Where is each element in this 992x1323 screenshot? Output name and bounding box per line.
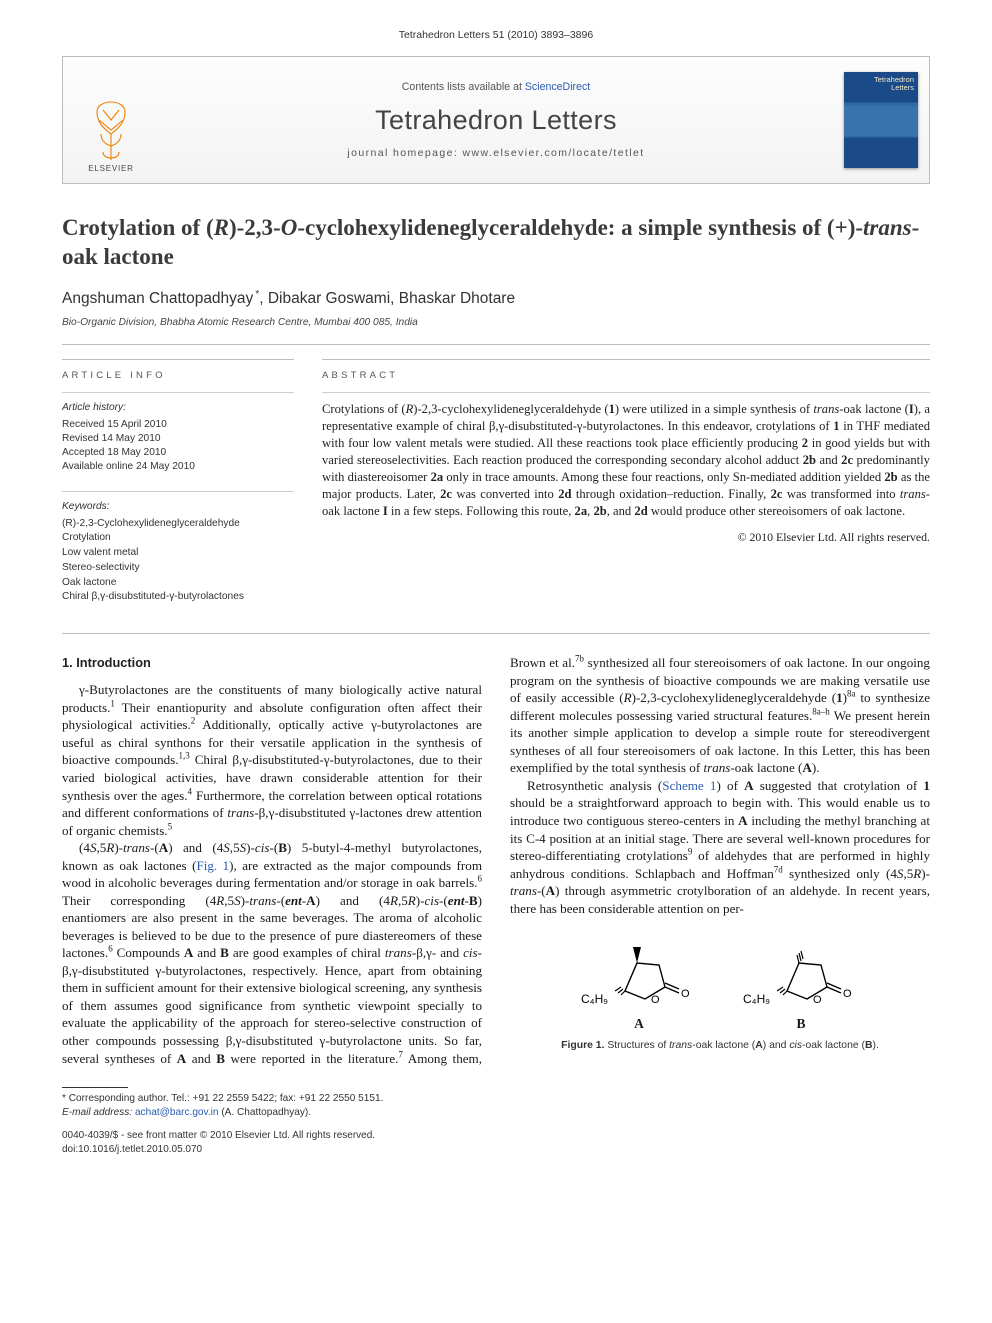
- mol-B-label: B: [796, 1015, 805, 1033]
- keywords-head: Keywords:: [62, 500, 294, 515]
- article-info-panel: ARTICLE INFO Article history: Received 1…: [62, 359, 294, 622]
- intro-para-3: Retrosynthetic analysis (Scheme 1) of A …: [510, 777, 930, 917]
- elsevier-tree-icon: [83, 100, 139, 162]
- history-received: Received 15 April 2010: [62, 418, 294, 432]
- section-heading-intro: 1. Introduction: [62, 654, 482, 671]
- divider: [62, 392, 294, 393]
- corresponding-author-footnote: * Corresponding author. Tel.: +91 22 255…: [62, 1087, 482, 1119]
- elsevier-logo: ELSEVIER: [76, 89, 146, 175]
- abstract-label: ABSTRACT: [322, 370, 930, 383]
- front-matter-meta: 0040-4039/$ - see front matter © 2010 El…: [62, 1129, 930, 1156]
- svg-text:O: O: [651, 994, 660, 1006]
- homepage-url: www.elsevier.com/locate/tetlet: [463, 147, 645, 159]
- publisher-name: ELSEVIER: [88, 164, 134, 175]
- email-line: E-mail address: achat@barc.gov.in (A. Ch…: [62, 1106, 482, 1120]
- molecule-B: O O C₄H₉: [741, 933, 861, 1033]
- abstract-copyright: © 2010 Elsevier Ltd. All rights reserved…: [322, 530, 930, 546]
- author-1: Angshuman Chattopadhyay: [62, 290, 253, 307]
- issn-line: 0040-4039/$ - see front matter © 2010 El…: [62, 1129, 930, 1143]
- article-info-label: ARTICLE INFO: [62, 370, 294, 383]
- divider: [62, 633, 930, 634]
- journal-name: Tetrahedron Letters: [375, 102, 617, 138]
- keywords-block: Keywords: (R)-2,3-Cyclohexylideneglycera…: [62, 500, 294, 605]
- intro-para-1: γ-Butyrolactones are the constituents of…: [62, 681, 482, 839]
- email-suffix: (A. Chattopadhyay).: [219, 1107, 312, 1118]
- svg-text:O: O: [843, 988, 852, 1000]
- abstract-panel: ABSTRACT Crotylations of (R)-2,3-cyclohe…: [322, 359, 930, 622]
- figure-1-caption: Figure 1. Structures of trans-oak lacton…: [510, 1039, 930, 1053]
- divider: [62, 491, 294, 492]
- mol-B-substituent: C₄H₉: [743, 992, 770, 1006]
- molecule-B-diagram: O O C₄H₉: [741, 933, 861, 1013]
- keyword: Crotylation: [62, 531, 294, 546]
- history-online: Available online 24 May 2010: [62, 460, 294, 474]
- author-3: Bhaskar Dhotare: [399, 290, 515, 307]
- figure-link[interactable]: Fig. 1: [196, 858, 229, 873]
- contents-available-line: Contents lists available at ScienceDirec…: [402, 80, 590, 94]
- journal-cover-thumb: TetrahedronLetters: [844, 72, 918, 168]
- journal-banner: ELSEVIER Contents lists available at Sci…: [62, 56, 930, 184]
- article-title: Crotylation of (R)-2,3-O-cyclohexylidene…: [62, 214, 930, 272]
- homepage-prefix: journal homepage:: [347, 147, 462, 159]
- keyword: Low valent metal: [62, 546, 294, 561]
- svg-text:O: O: [681, 988, 690, 1000]
- corr-email-link[interactable]: achat@barc.gov.in: [135, 1107, 219, 1118]
- mol-A-label: A: [634, 1015, 644, 1033]
- history-revised: Revised 14 May 2010: [62, 432, 294, 446]
- banner-center: Contents lists available at ScienceDirec…: [159, 57, 833, 183]
- corr-author-line: * Corresponding author. Tel.: +91 22 255…: [62, 1092, 482, 1106]
- keyword: Oak lactone: [62, 576, 294, 591]
- mol-A-substituent: C₄H₉: [581, 992, 608, 1006]
- keyword: Chiral β,γ-disubstituted-γ-butyrolactone…: [62, 590, 294, 605]
- affiliation: Bio-Organic Division, Bhabha Atomic Rese…: [62, 316, 930, 330]
- email-label: E-mail address:: [62, 1107, 132, 1118]
- divider: [62, 344, 930, 345]
- article-body: 1. Introduction γ-Butyrolactones are the…: [62, 654, 930, 1067]
- svg-text:O: O: [813, 994, 822, 1006]
- author-2: Dibakar Goswami: [268, 290, 390, 307]
- cover-title: TetrahedronLetters: [874, 76, 914, 92]
- doi-line: doi:10.1016/j.tetlet.2010.05.070: [62, 1143, 930, 1157]
- molecule-A: O O C₄H₉ A: [579, 933, 699, 1033]
- publisher-cell: ELSEVIER: [63, 57, 159, 183]
- molecule-A-diagram: O O C₄H₉: [579, 933, 699, 1013]
- cover-cell: TetrahedronLetters: [833, 57, 929, 183]
- contents-prefix: Contents lists available at: [402, 81, 525, 93]
- history-head: Article history:: [62, 401, 294, 415]
- figure-1: O O C₄H₉ A: [510, 933, 930, 1053]
- scheme-link[interactable]: Scheme 1: [662, 778, 716, 793]
- authors-line: Angshuman Chattopadhyay *, Dibakar Goswa…: [62, 288, 930, 310]
- journal-homepage-line: journal homepage: www.elsevier.com/locat…: [347, 146, 644, 160]
- sciencedirect-link[interactable]: ScienceDirect: [525, 81, 590, 93]
- keyword: Stereo-selectivity: [62, 561, 294, 576]
- article-history: Article history: Received 15 April 2010 …: [62, 401, 294, 474]
- divider: [322, 392, 930, 393]
- running-head: Tetrahedron Letters 51 (2010) 3893–3896: [62, 28, 930, 42]
- abstract-text: Crotylations of (R)-2,3-cyclohexylideneg…: [322, 401, 930, 520]
- history-accepted: Accepted 18 May 2010: [62, 446, 294, 460]
- keyword: (R)-2,3-Cyclohexylideneglyceraldehyde: [62, 517, 294, 532]
